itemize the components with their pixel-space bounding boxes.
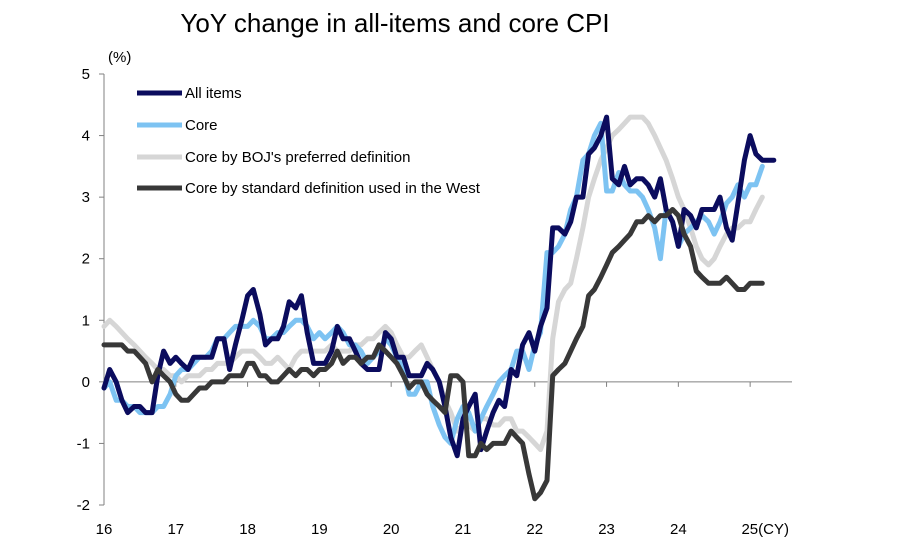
- y-tick-label: -2: [77, 497, 90, 514]
- series-lines: [101, 114, 777, 502]
- x-axis-ticks: 16 17 18 19 20 21 22 23 24 25: [96, 381, 758, 538]
- y-tick-label: 5: [82, 66, 90, 83]
- x-axis-unit-label: (CY): [758, 521, 789, 538]
- legend-label-3: Core by BOJ's preferred definition: [185, 149, 410, 166]
- x-tick-label: 19: [311, 521, 328, 538]
- series-line-2: [101, 120, 765, 446]
- x-tick-label: 24: [670, 521, 687, 538]
- y-axis-ticks: -2 -1 0 1 2 3 4 5: [77, 66, 104, 514]
- y-tick-label: 3: [82, 189, 90, 206]
- chart-title: YoY change in all-items and core CPI: [180, 8, 610, 38]
- legend: All items Core Core by BOJ's preferred def…: [137, 85, 481, 197]
- y-tick-label: 4: [82, 128, 90, 145]
- series-line-1: [101, 114, 777, 459]
- x-tick-label: 16: [96, 521, 113, 538]
- x-tick-label: 25: [741, 521, 758, 538]
- y-tick-label: 2: [82, 251, 90, 268]
- y-axis-unit-label: (%): [108, 49, 131, 66]
- x-tick-label: 21: [455, 521, 472, 538]
- legend-label-2: Core: [185, 117, 218, 134]
- y-tick-label: 1: [82, 312, 90, 329]
- x-tick-label: 20: [383, 521, 400, 538]
- x-tick-label: 18: [239, 521, 256, 538]
- x-tick-label: 23: [598, 521, 615, 538]
- legend-label-4: Core by standard definition used in the …: [185, 180, 481, 197]
- series-line-4: [101, 207, 765, 502]
- x-tick-label: 22: [526, 521, 543, 538]
- legend-label-1: All items: [185, 85, 242, 102]
- y-tick-label: 0: [82, 374, 90, 391]
- y-tick-label: -1: [77, 435, 90, 452]
- x-tick-label: 17: [167, 521, 184, 538]
